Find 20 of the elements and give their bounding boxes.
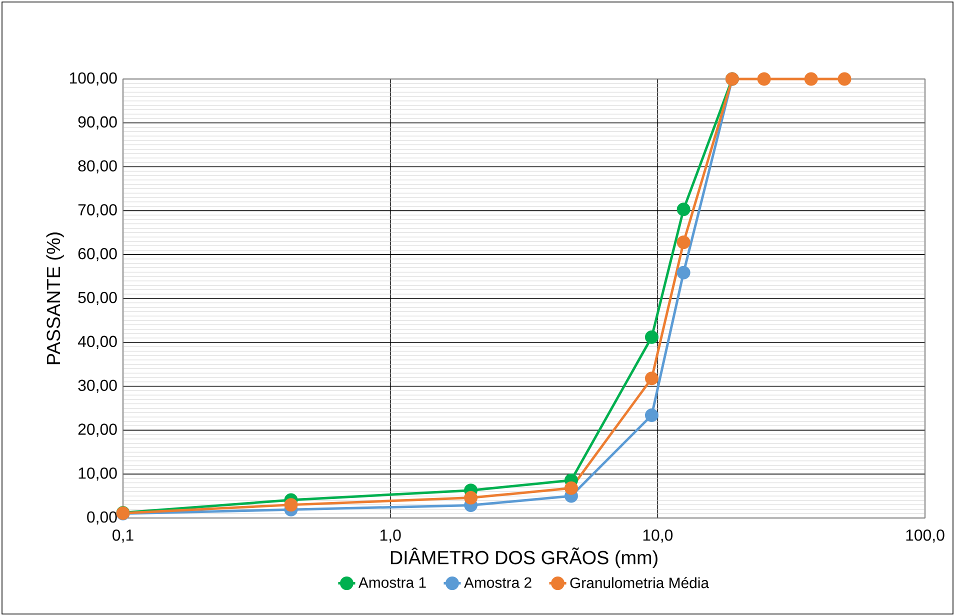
y-tick-label: 80,00 [78,160,117,174]
y-tick-label: 10,00 [78,468,117,481]
legend-label: Amostra 1 [358,577,426,588]
y-tick-label: 100,00 [70,72,117,86]
legend-label: Granulometria Média [570,577,710,588]
y-axis-title: PASSANTE (%) [46,232,64,364]
x-tick-label: 100,0 [906,530,944,543]
x-tick-label: 1,0 [380,530,401,543]
y-tick-label: 0,00 [87,511,117,525]
y-tick-label: 40,00 [78,336,117,349]
x-tick-label: 0,1 [112,530,134,543]
y-tick-label: 90,00 [78,116,117,130]
x-tick-label: 10,0 [643,530,673,543]
y-tick-label: 50,00 [78,292,117,306]
y-tick-label: 20,00 [78,424,117,437]
x-axis-title: DIÂMETRO DOS GRÃOS (mm) [390,548,658,568]
y-tick-label: 30,00 [78,380,117,393]
legend-label: Amostra 2 [464,577,532,588]
y-tick-label: 70,00 [78,204,117,218]
y-tick-label: 60,00 [78,248,117,262]
